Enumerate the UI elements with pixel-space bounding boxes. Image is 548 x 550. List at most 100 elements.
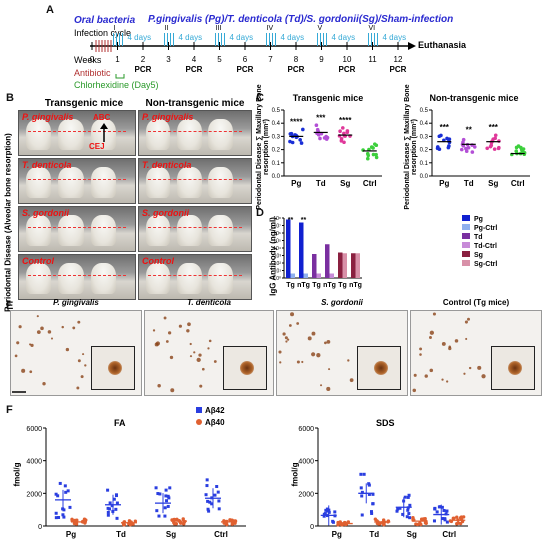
panel-c-charts: 0.00.10.20.30.40.5Pg****Td***Sg****Ctrl 0… <box>272 108 530 188</box>
plaque-speck <box>152 329 156 332</box>
ab42-point <box>168 486 172 490</box>
y-tick-label: 0.1 <box>420 161 429 167</box>
pcr-label: PCR <box>186 65 203 74</box>
y-tick-label: 2000 <box>26 491 42 498</box>
plaque-speck <box>29 370 33 374</box>
ab42-point <box>325 507 329 511</box>
plaque-speck <box>463 372 466 375</box>
ab42-point <box>359 486 363 490</box>
bar <box>325 244 330 278</box>
legend-label: Td <box>474 234 483 241</box>
ab40-point <box>230 518 235 523</box>
ab40-point <box>455 522 459 526</box>
panel-a-label: A <box>46 4 54 16</box>
legend-ab42: Aβ42 <box>196 406 225 415</box>
pcr-label: PCR <box>339 65 356 74</box>
plaque-speck <box>465 337 468 340</box>
chart-f1: 0 2000 4000 6000 Pg Td Sg Ctrl <box>26 426 246 539</box>
plaque-speck <box>311 352 316 357</box>
ab42-point <box>205 478 209 482</box>
abc-label: ABC <box>93 113 111 122</box>
ab42-point <box>406 508 410 512</box>
week-tick-label: 10 <box>343 55 352 64</box>
x-tick-label: Tg <box>286 282 295 289</box>
histo-inset <box>91 346 135 390</box>
plaque-speck <box>84 364 87 367</box>
plaque-speck <box>307 336 312 341</box>
plaque-speck <box>324 341 327 345</box>
x-tick-label: Sg <box>488 179 498 188</box>
ab42-point <box>398 506 402 510</box>
ab42-point <box>106 513 110 517</box>
x-tick-label: nTg <box>323 282 336 289</box>
y-tick-label: 2000 <box>298 491 314 498</box>
ab42-point <box>63 484 67 488</box>
week-tick-label: 1 <box>115 55 120 64</box>
data-point <box>290 140 295 145</box>
histo-title: S. gordonii <box>321 298 363 307</box>
data-point <box>365 156 370 161</box>
ab42-point <box>406 495 410 499</box>
data-point <box>461 144 466 148</box>
ab42-point <box>395 509 399 513</box>
plaque-speck <box>448 346 452 351</box>
x-tick-label: Td <box>464 179 474 188</box>
plaque-speck <box>193 351 196 354</box>
photo-title: P. gingivalis <box>142 112 194 122</box>
x-tick-label: Ctrl <box>511 179 525 188</box>
cycle-duration: 4 days <box>230 33 254 42</box>
timeline-arrowhead <box>408 42 416 50</box>
legend-label: Sg <box>474 252 483 259</box>
cycle-duration: 4 days <box>281 33 305 42</box>
significance-label: *** <box>489 123 499 132</box>
data-point <box>338 129 342 134</box>
ab42-point <box>158 492 162 496</box>
abc-arrow-icon <box>100 123 108 142</box>
bar <box>286 219 291 278</box>
ab42-point <box>407 493 411 497</box>
data-point <box>371 152 376 157</box>
x-tick-label: Td <box>316 179 326 188</box>
significance-label: ** <box>301 217 307 224</box>
ab42-point <box>433 507 437 511</box>
ab40-point <box>451 516 456 521</box>
plaque-speck <box>29 343 32 346</box>
plaque-speck <box>77 359 81 363</box>
photo-ntg-pg: P. gingivalis <box>138 110 252 156</box>
legend-label: Sg-Ctrl <box>474 261 497 268</box>
data-point <box>314 123 319 128</box>
panel-b-label: B <box>6 92 14 104</box>
ab42-point <box>206 499 210 503</box>
cycle-duration: 4 days <box>332 33 356 42</box>
plaque-speck <box>288 324 292 327</box>
infection-cycle-label: Infection cycle <box>74 28 132 38</box>
data-point <box>289 131 294 136</box>
week-tick-label: 6 <box>243 55 248 64</box>
y-tick-label: 0.3 <box>420 134 429 140</box>
ab42-point <box>106 488 110 492</box>
ab42-point <box>367 492 371 496</box>
cycle-numeral: V <box>318 25 323 32</box>
plaque-speck <box>468 366 472 370</box>
chart-c1: 0.0 0.1 0.2 0.3 0.4 0.5 Pg **** Td *** Sg **** Ctrl <box>272 108 382 188</box>
plaque-speck <box>477 365 482 370</box>
plaque-speck <box>208 339 212 343</box>
y-tick-label: 10⁶ <box>273 231 281 237</box>
ab42-point <box>64 490 68 494</box>
plaque-speck <box>349 378 354 383</box>
plaque-speck <box>187 322 191 327</box>
data-point <box>366 153 371 158</box>
x-tick-label: Sg <box>166 530 176 539</box>
y-tick-label: 10² <box>274 261 282 267</box>
photo-title: T. denticola <box>142 160 192 170</box>
panel-d-label: D <box>256 207 264 219</box>
ab42-point <box>359 472 363 476</box>
y-tick-label: 10⁴ <box>273 246 281 252</box>
plaque-speck <box>424 374 428 378</box>
x-tick-label: Sg <box>340 179 350 188</box>
ab42-point <box>435 510 439 514</box>
data-point <box>437 134 442 139</box>
week-tick-label: 8 <box>294 55 299 64</box>
